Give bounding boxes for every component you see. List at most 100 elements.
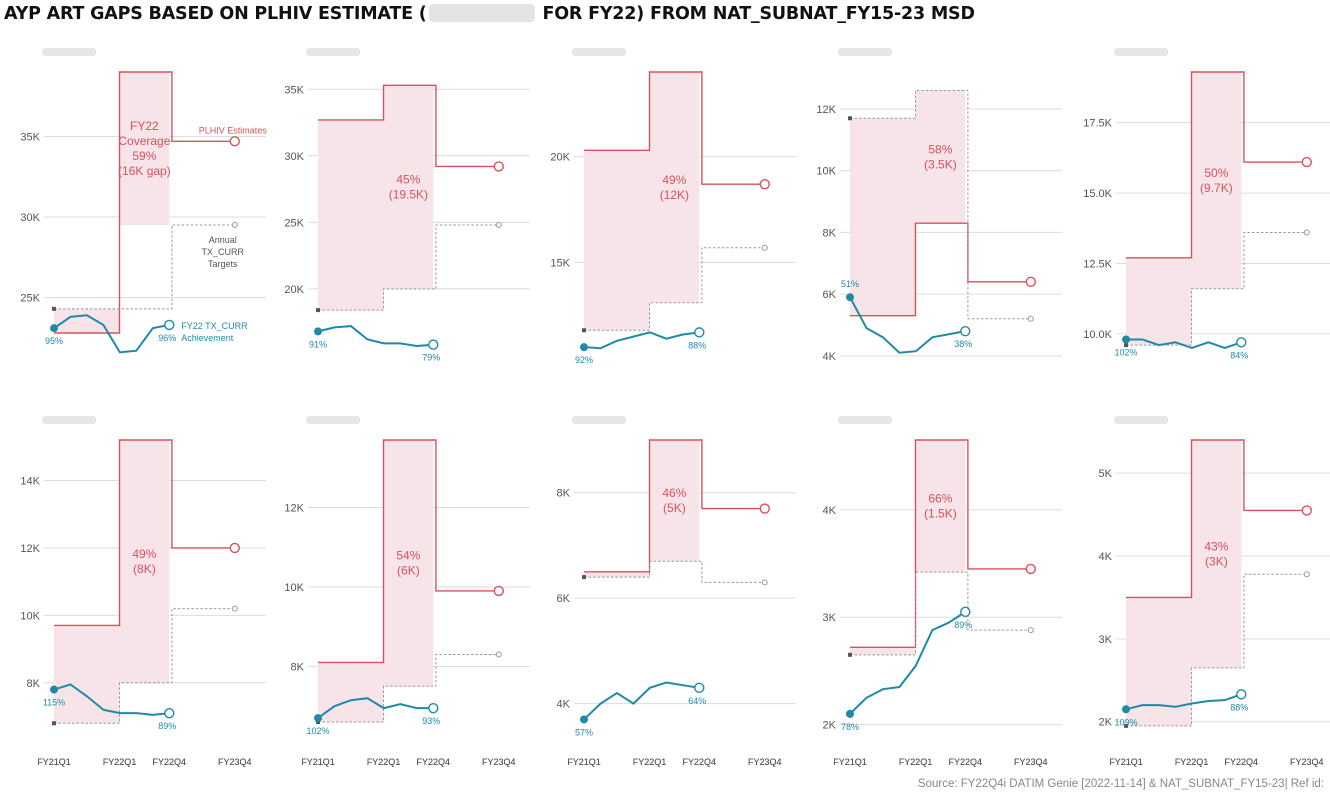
x-tick-label: FY23Q4 xyxy=(218,757,252,767)
x-tick-label: FY23Q4 xyxy=(1290,757,1324,767)
y-tick-label: 20K xyxy=(550,152,570,164)
target-endpoint xyxy=(231,605,238,612)
tx-curr-start-point xyxy=(50,685,58,694)
redacted-panel-title xyxy=(572,416,626,424)
tx-end-pct-label: 79% xyxy=(422,353,440,363)
coverage-gap-label: 59% xyxy=(132,149,156,163)
y-tick-label: 2K xyxy=(1099,717,1113,729)
tx-curr-end-point xyxy=(960,325,971,337)
tx-curr-line xyxy=(53,683,170,716)
coverage-gap-label: FY22 xyxy=(130,119,159,133)
y-tick-label: 10K xyxy=(284,582,304,594)
x-tick-label: FY23Q4 xyxy=(1290,757,1324,767)
redacted-panel-title xyxy=(838,48,892,56)
y-tick-label: 8K xyxy=(823,227,837,239)
target-start-marker xyxy=(582,328,586,333)
y-tick-label: 10K xyxy=(816,166,836,178)
coverage-gap-label: 54% xyxy=(396,549,420,563)
tx-curr-end-point xyxy=(960,606,971,618)
x-tick-label: FY22Q4 xyxy=(1225,757,1259,767)
chart-panel-1: 25K 30K 35K FY21Q1 FY22Q1 FY22Q4 FY23Q4 95% 96% F… xyxy=(20,48,267,767)
tx-curr-start-point xyxy=(50,324,58,333)
x-tick-label: FY22Q4 xyxy=(417,757,451,767)
tx-start-pct-label: 115% xyxy=(43,698,65,708)
y-tick-label: 30K xyxy=(20,212,40,224)
tx-end-pct-label: 93% xyxy=(422,716,440,726)
coverage-gap-area xyxy=(54,440,170,724)
tx-start-pct-label: 91% xyxy=(309,339,327,349)
tx-end-pct-label: 84% xyxy=(1230,350,1248,360)
x-tick-label: FY21Q1 xyxy=(833,757,867,767)
tx-curr-start-point xyxy=(314,714,322,723)
x-tick-label: FY21Q1 xyxy=(833,757,867,767)
coverage-gap-label: (8K) xyxy=(133,562,156,576)
coverage-gap-label: (5K) xyxy=(663,501,686,515)
annual-target-line xyxy=(1126,573,1307,727)
target-endpoint xyxy=(495,651,502,658)
plhiv-estimate-line xyxy=(1126,71,1307,259)
tx-curr-line xyxy=(1126,338,1242,349)
plhiv-estimate-line xyxy=(584,439,765,573)
coverage-gap-area xyxy=(54,72,170,333)
tx-curr-line xyxy=(849,611,966,715)
achievement-annotation: FY22 TX_CURR xyxy=(181,321,248,331)
redacted-panel-title xyxy=(42,416,96,424)
x-tick-label: FY22Q4 xyxy=(153,757,187,767)
plhiv-endpoint xyxy=(759,178,770,190)
x-tick-label: FY22Q1 xyxy=(1175,757,1209,767)
redacted-value xyxy=(428,4,535,22)
x-tick-label: FY23Q4 xyxy=(748,757,782,767)
x-tick-label: FY22Q1 xyxy=(103,757,137,767)
x-tick-label: FY22Q1 xyxy=(1175,757,1209,767)
annual-target-line xyxy=(850,90,1031,320)
target-endpoint xyxy=(761,244,768,251)
x-tick-label: FY22Q4 xyxy=(153,757,187,767)
tx-curr-start-point xyxy=(580,715,588,724)
plhiv-endpoint xyxy=(1301,156,1312,168)
target-endpoint xyxy=(1027,627,1034,634)
tx-curr-line xyxy=(317,697,434,719)
coverage-gap-label: (16K gap) xyxy=(118,164,171,178)
target-start-marker xyxy=(316,308,320,313)
target-endpoint xyxy=(761,579,768,586)
tx-end-pct-label: 64% xyxy=(688,696,706,706)
coverage-gap-label: (3K) xyxy=(1205,554,1228,568)
plhiv-estimate-line xyxy=(318,84,499,168)
plhiv-endpoint xyxy=(759,503,770,514)
tx-start-pct-label: 57% xyxy=(575,727,593,737)
target-endpoint xyxy=(231,222,238,229)
y-tick-label: 12K xyxy=(284,503,304,515)
chart-panel-7: 8K 10K 12K FY21Q1 FY22Q1 FY22Q4 FY23Q4 102% 93% 5… xyxy=(284,416,530,767)
y-tick-label: 8K xyxy=(557,488,571,500)
target-annotation: TX_CURR xyxy=(202,247,245,257)
target-start-marker xyxy=(848,652,852,657)
y-tick-label: 15.0K xyxy=(1083,188,1112,200)
tx-end-pct-label: 89% xyxy=(158,721,176,731)
plhiv-endpoint xyxy=(229,136,240,147)
coverage-gap-label: Coverage xyxy=(118,134,170,148)
tx-start-pct-label: 95% xyxy=(45,336,63,346)
y-tick-label: 12.5K xyxy=(1083,258,1112,270)
x-tick-label: FY21Q1 xyxy=(567,757,601,767)
tx-curr-line xyxy=(849,296,966,354)
achievement-annotation: Achievement xyxy=(181,333,234,343)
redacted-panel-title xyxy=(838,416,892,424)
tx-curr-start-point xyxy=(846,709,854,718)
x-tick-label: FY22Q1 xyxy=(899,757,933,767)
tx-curr-end-point xyxy=(694,327,705,338)
chart-panel-8: 4K 6K 8K FY21Q1 FY22Q1 FY22Q4 FY23Q4 57% 64% 46%(… xyxy=(557,416,796,767)
plhiv-estimate-line xyxy=(584,71,765,185)
target-start-marker xyxy=(582,575,586,580)
plhiv-estimate-line xyxy=(54,439,235,627)
target-start-marker xyxy=(52,306,56,311)
coverage-gap-area xyxy=(584,72,700,331)
chart-panel-2: 20K 25K 30K 35K FY21Q1 FY22Q1 FY22Q4 FY23Q4 91% 7… xyxy=(284,48,530,767)
y-tick-label: 3K xyxy=(823,612,837,624)
coverage-gap-area xyxy=(850,90,966,316)
tx-curr-start-point xyxy=(580,343,588,352)
chart-panel-10: 2K 3K 4K 5K FY21Q1 FY22Q1 FY22Q4 FY23Q4 109% 88% 4… xyxy=(1099,416,1330,767)
x-tick-label: FY22Q1 xyxy=(633,757,667,767)
x-tick-label: FY22Q1 xyxy=(367,757,401,767)
plhiv-annotation: PLHIV Estimates xyxy=(199,125,268,135)
